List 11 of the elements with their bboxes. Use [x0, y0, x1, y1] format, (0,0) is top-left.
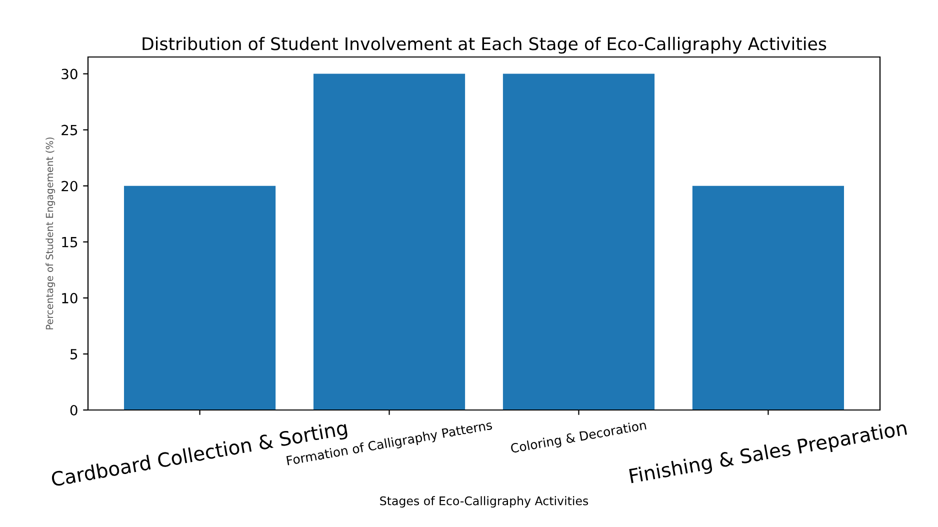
y-axis-title: Percentage of Student Engagement (%)	[46, 138, 56, 330]
x-tick-label: Coloring & Decoration	[510, 420, 647, 456]
y-tick-label: 20	[62, 180, 78, 192]
y-tick-label: 5	[70, 349, 78, 360]
y-tick-label: 30	[62, 68, 78, 80]
y-tick-label: 15	[62, 237, 78, 248]
chart-title: Distribution of Student Involvement at Each Stage of Eco-Calligraphy Activities	[142, 36, 826, 54]
x-axis-title: Stages of Eco-Calligraphy Activities	[380, 496, 588, 508]
y-tick-label: 10	[62, 292, 78, 304]
y-tick-label: 0	[70, 404, 78, 416]
y-tick-label: 25	[62, 124, 78, 136]
